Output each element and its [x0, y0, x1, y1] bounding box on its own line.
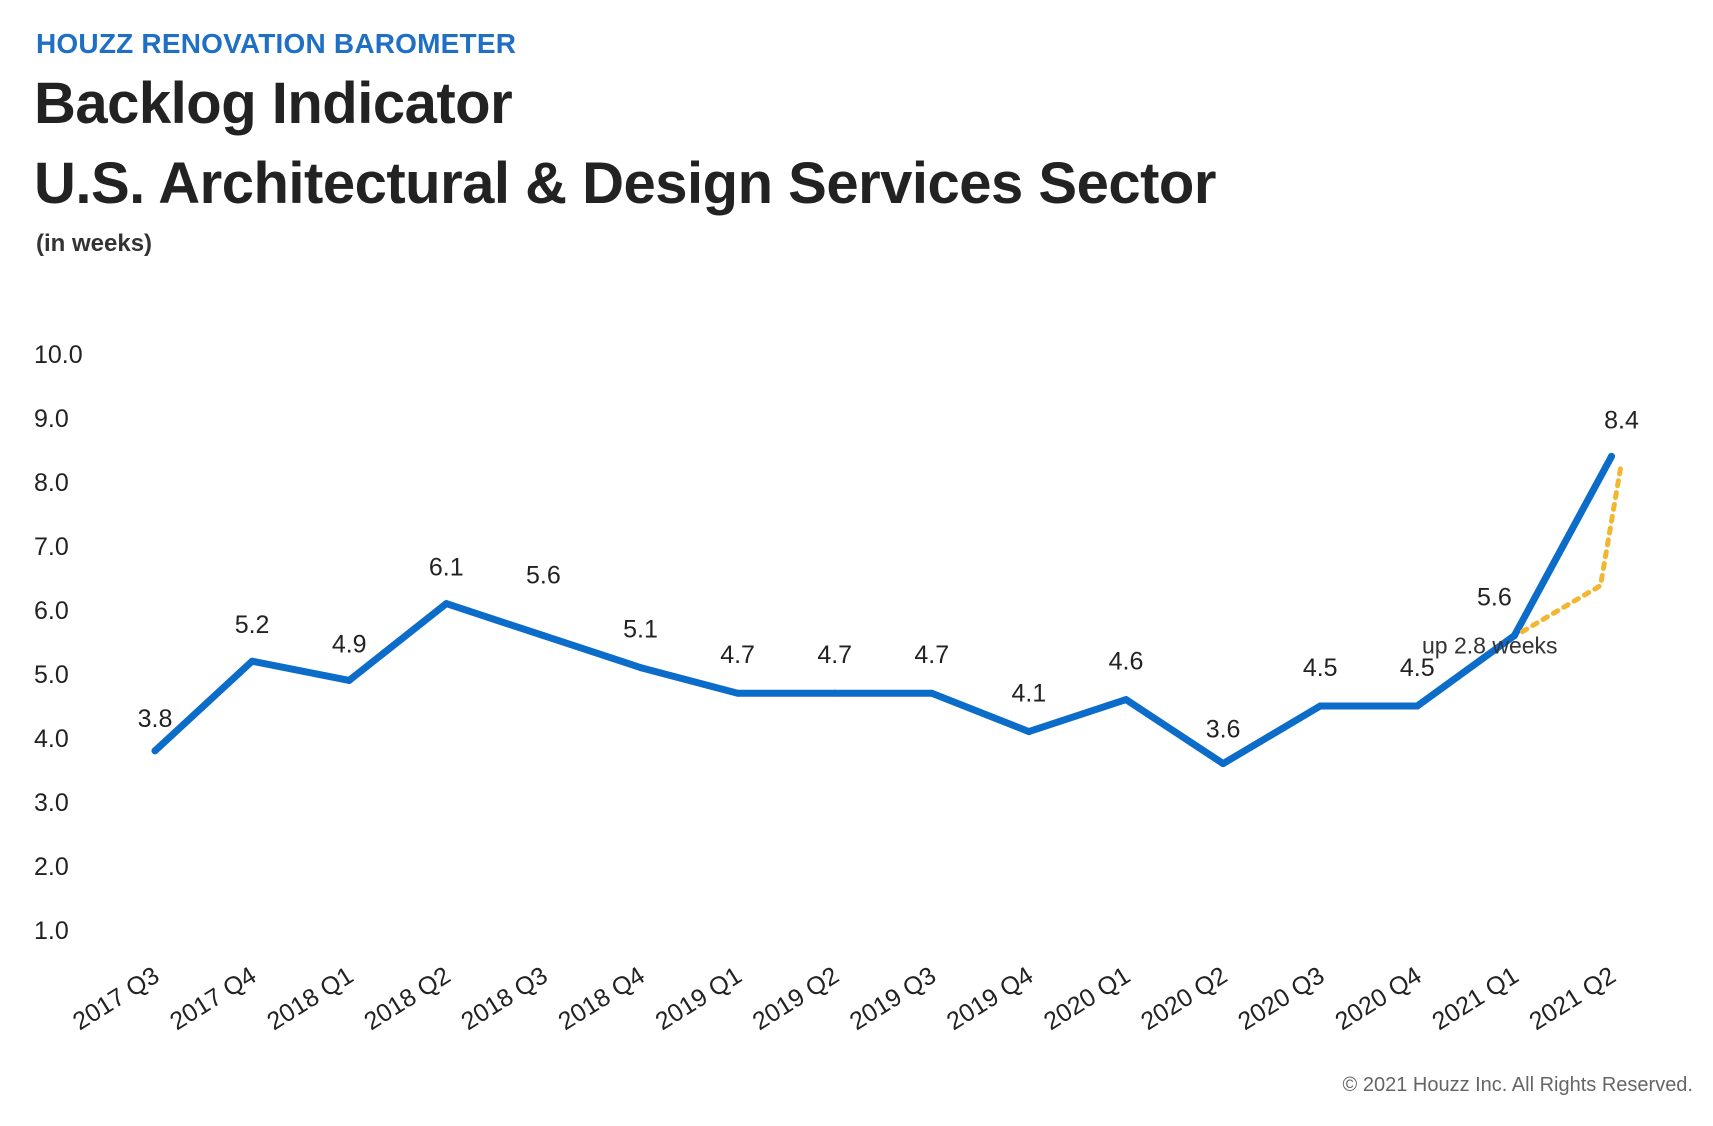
- x-tick-label: 2021 Q1: [1427, 961, 1523, 1036]
- x-tick-label: 2020 Q1: [1039, 961, 1135, 1036]
- data-point: [1510, 632, 1518, 640]
- data-point: [1413, 702, 1421, 710]
- y-tick-label: 8.0: [34, 469, 69, 497]
- data-label: 4.5: [1400, 654, 1435, 682]
- data-point: [928, 689, 936, 697]
- data-label: 3.8: [138, 705, 173, 733]
- data-point: [831, 689, 839, 697]
- data-label: 4.1: [1012, 680, 1047, 708]
- x-tick-label: 2019 Q1: [651, 961, 747, 1036]
- data-point: [1316, 702, 1324, 710]
- data-point: [637, 664, 644, 672]
- data-point: [442, 600, 450, 608]
- y-tick-label: 5.0: [34, 661, 69, 689]
- data-point: [1608, 452, 1615, 460]
- x-tick-label: 2020 Q4: [1330, 961, 1426, 1036]
- data-label: 5.1: [623, 616, 658, 644]
- unit-label: (in weeks): [36, 230, 153, 257]
- data-point: [248, 657, 256, 665]
- x-tick-label: 2018 Q2: [359, 961, 455, 1036]
- x-tick-label: 2019 Q3: [845, 961, 941, 1036]
- chart-kicker: HOUZZ RENOVATION BAROMETER: [36, 28, 517, 59]
- data-label: 4.6: [1109, 648, 1144, 676]
- x-tick-label: 2018 Q1: [262, 961, 358, 1036]
- y-tick-label: 10.0: [34, 341, 83, 369]
- increase-annotation: up 2.8 weeks: [1422, 633, 1558, 659]
- data-point: [1025, 728, 1033, 736]
- data-label: 4.9: [332, 630, 367, 658]
- x-tick-label: 2019 Q4: [942, 961, 1038, 1036]
- data-label: 5.2: [235, 611, 270, 639]
- chart-title-line-1: Backlog Indicator: [34, 71, 513, 136]
- data-label: 3.6: [1206, 716, 1241, 744]
- x-tick-label: 2019 Q2: [748, 961, 844, 1036]
- chart-title-line-2: U.S. Architectural & Design Services Sec…: [34, 151, 1216, 216]
- data-label: 5.6: [526, 562, 561, 590]
- y-tick-label: 4.0: [34, 725, 69, 753]
- x-tick-label: 2020 Q2: [1136, 961, 1232, 1036]
- y-tick-label: 6.0: [34, 597, 69, 625]
- y-tick-label: 9.0: [34, 405, 69, 433]
- data-point: [734, 689, 742, 697]
- increase-dotted-line: [1519, 459, 1624, 635]
- data-label: 6.1: [429, 554, 464, 582]
- x-tick-label: 2020 Q3: [1233, 961, 1329, 1036]
- y-tick-label: 3.0: [34, 789, 69, 817]
- data-point: [151, 747, 159, 755]
- data-point: [539, 632, 547, 640]
- x-tick-label: 2021 Q2: [1524, 961, 1620, 1036]
- data-label: 4.5: [1303, 654, 1338, 682]
- x-tick-label: 2017 Q4: [165, 961, 261, 1036]
- x-tick-label: 2018 Q3: [456, 961, 552, 1036]
- copyright-notice: © 2021 Houzz Inc. All Rights Reserved.: [1342, 1074, 1693, 1096]
- data-point: [1219, 760, 1227, 768]
- data-label: 8.4: [1604, 406, 1639, 434]
- data-label: 4.7: [817, 641, 852, 669]
- data-label: 4.7: [914, 641, 949, 669]
- data-label: 5.6: [1477, 584, 1512, 612]
- data-point: [1122, 696, 1130, 704]
- x-tick-label: 2017 Q3: [68, 961, 164, 1036]
- data-label: 4.7: [720, 641, 755, 669]
- data-point: [345, 676, 353, 684]
- x-tick-label: 2018 Q4: [553, 961, 649, 1036]
- y-tick-label: 2.0: [34, 853, 69, 881]
- series-line: [151, 452, 1615, 768]
- y-tick-label: 7.0: [34, 533, 69, 561]
- y-tick-label: 1.0: [34, 917, 69, 945]
